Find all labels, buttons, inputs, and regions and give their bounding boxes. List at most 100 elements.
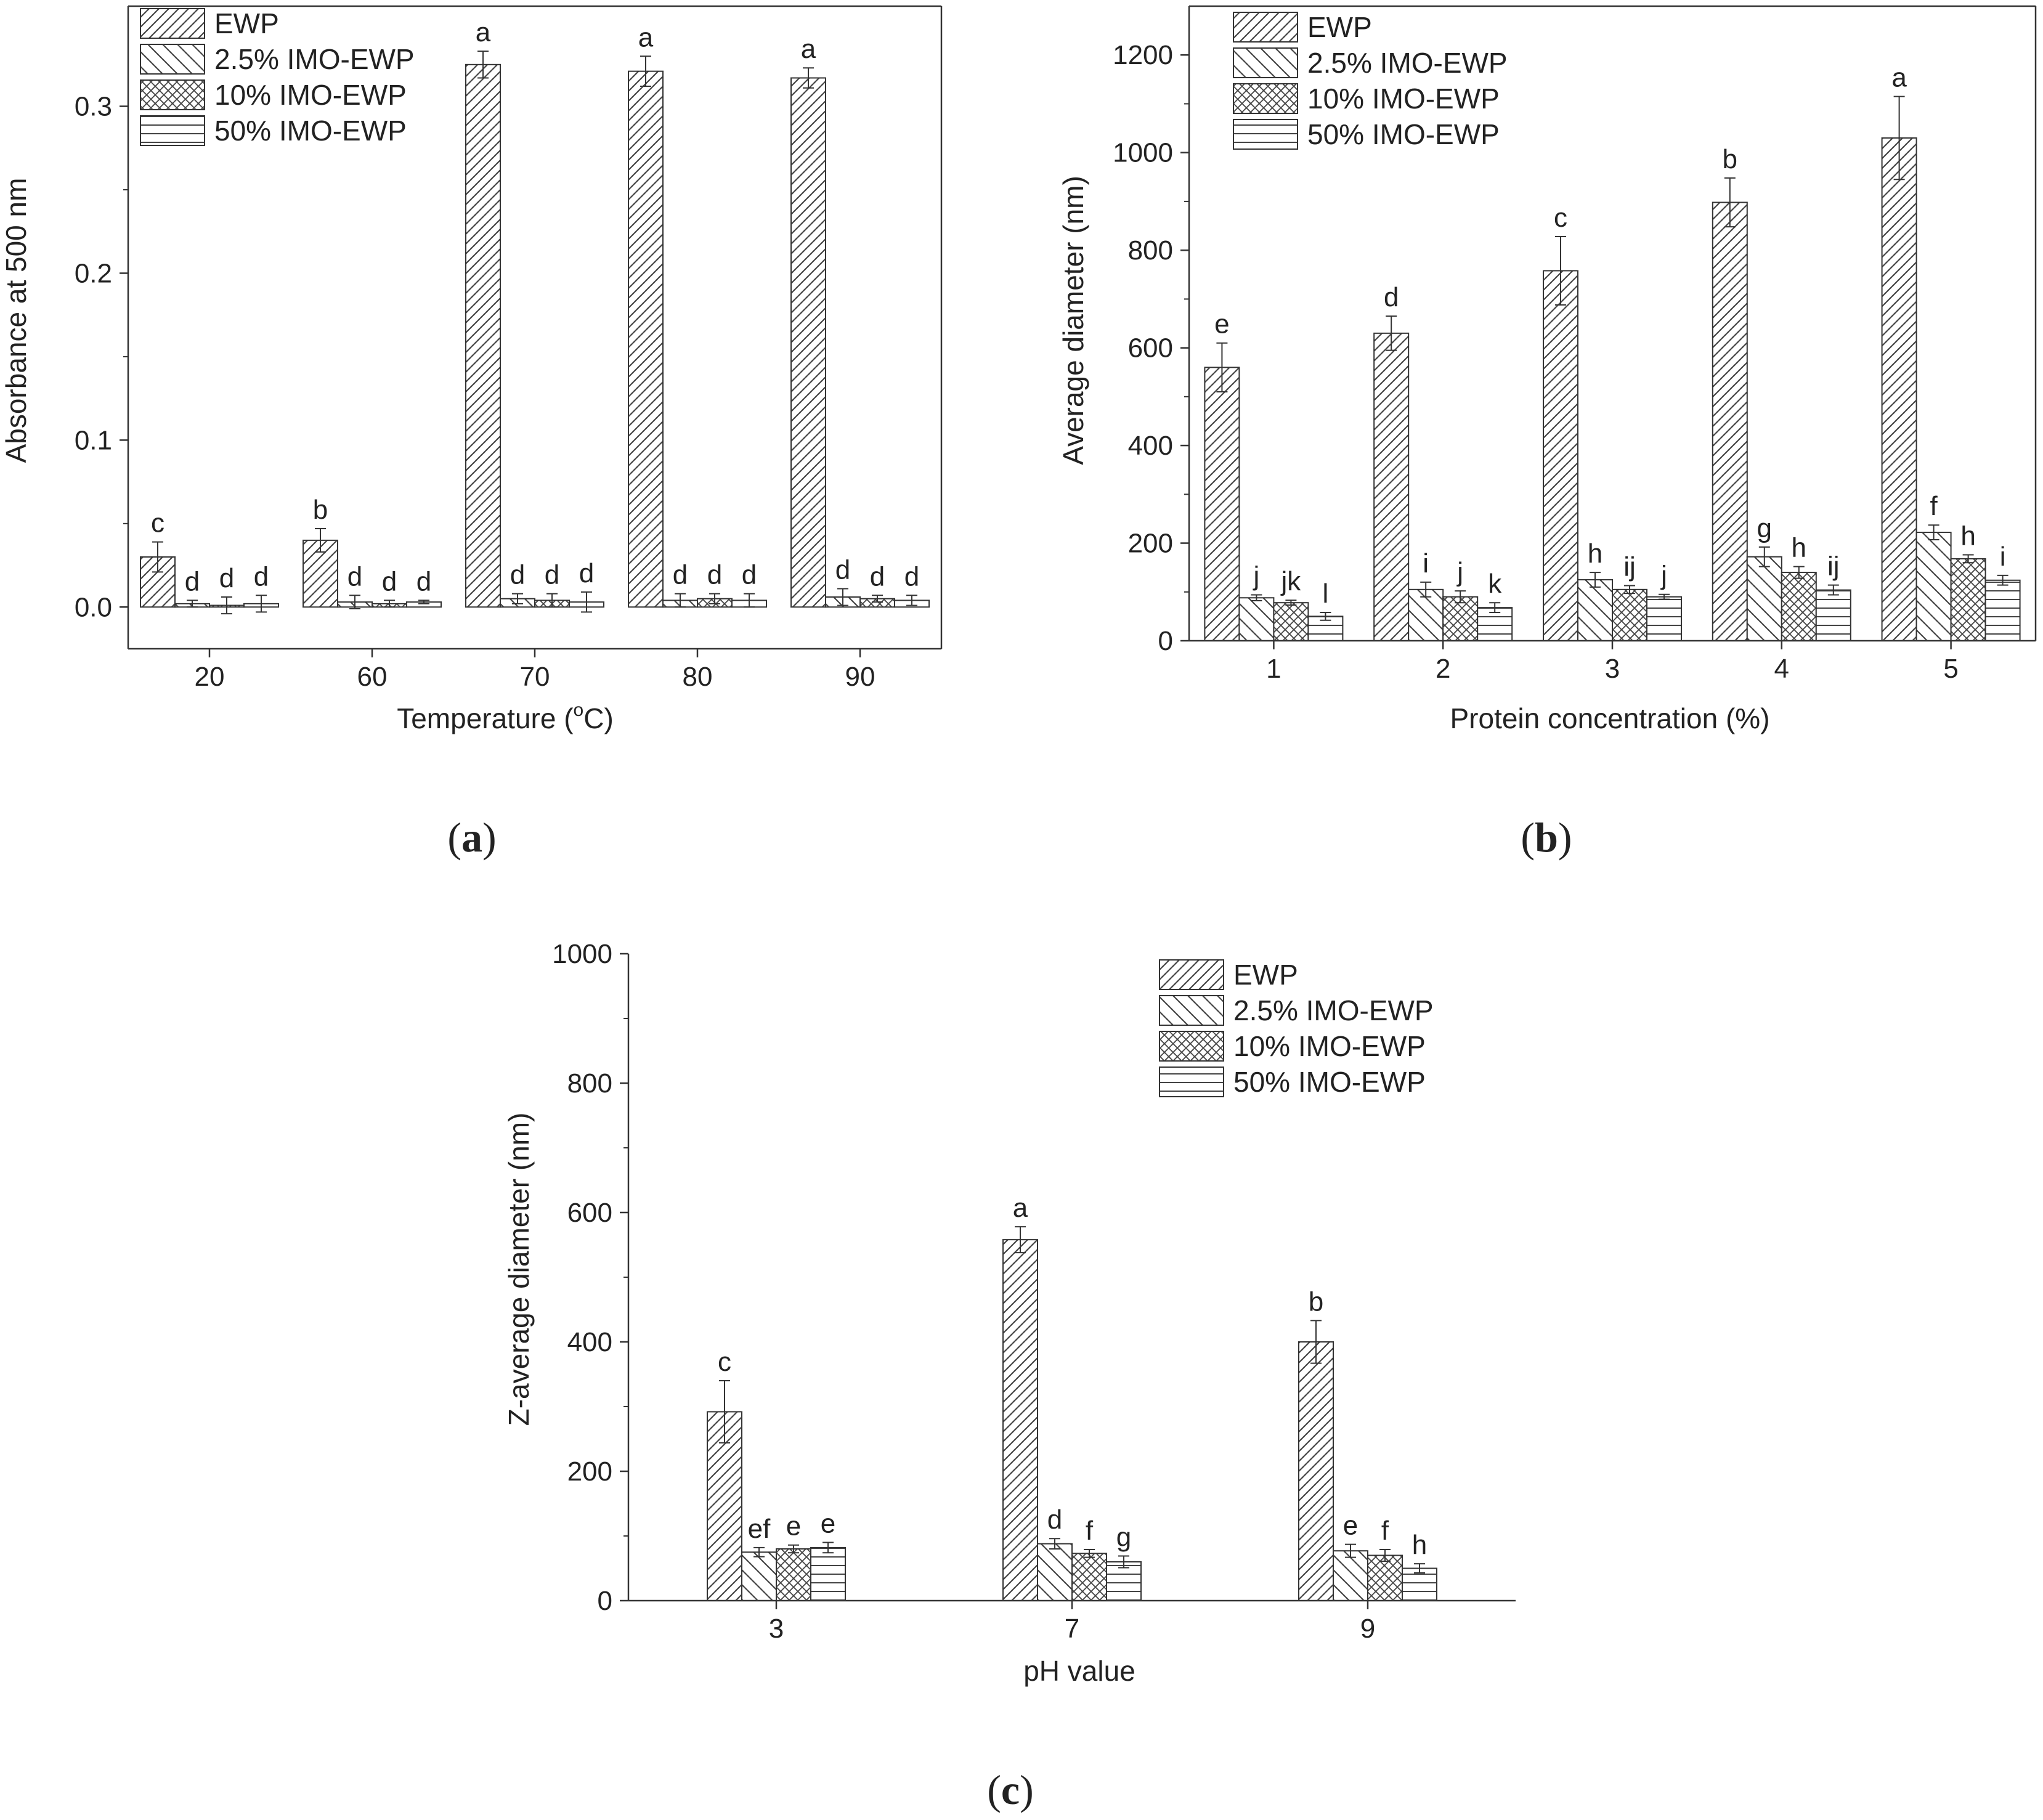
error-bar-b-2-s0 xyxy=(1386,315,1397,351)
sig-label-b-3-s3: j xyxy=(1660,561,1667,591)
error-bar-b-2-s1 xyxy=(1420,581,1432,598)
y-tick-label-b-6: 1200 xyxy=(1113,40,1173,70)
error-bar-c-3-s1 xyxy=(753,1546,765,1558)
legend-label-a-s3: 50% IMO-EWP xyxy=(214,115,407,147)
sig-label-c-9-s2: f xyxy=(1381,1516,1389,1546)
legend-swatch-c-s2 xyxy=(1159,1031,1224,1062)
error-bar-c-3-s0 xyxy=(719,1380,730,1444)
bar-b-2-s3 xyxy=(1477,607,1513,641)
bar-c-7-s0 xyxy=(1002,1239,1038,1601)
bar-b-1-s1 xyxy=(1238,597,1275,641)
error-bar-c-3-s3 xyxy=(822,1542,834,1554)
sig-label-b-5-s3: i xyxy=(2000,542,2006,572)
bar-b-4-s3 xyxy=(1815,589,1851,641)
sig-label-b-2-s3: k xyxy=(1488,569,1502,599)
x-tick-label-a-20: 20 xyxy=(195,662,225,692)
bar-c-9-s2 xyxy=(1367,1554,1403,1601)
legend-label-b-s0: EWP xyxy=(1307,11,1372,43)
bar-a-80-s0 xyxy=(628,70,664,608)
y-tick-label-c-0: 0 xyxy=(598,1586,612,1616)
sig-label-a-70-s3: d xyxy=(579,558,594,588)
error-bar-a-90-s3 xyxy=(906,595,917,606)
sig-label-a-60-s2: d xyxy=(382,566,397,596)
error-bar-b-1-s1 xyxy=(1251,594,1262,602)
error-bar-a-90-s0 xyxy=(803,67,814,89)
x-tick-label-a-80: 80 xyxy=(683,662,713,692)
legend-swatch-c-s0 xyxy=(1159,959,1224,990)
error-bar-a-60-s3 xyxy=(418,599,429,604)
sig-label-c-9-s3: h xyxy=(1412,1530,1427,1560)
bar-b-1-s0 xyxy=(1204,367,1240,641)
bar-c-9-s1 xyxy=(1333,1550,1368,1601)
legend-swatch-c-s3 xyxy=(1159,1066,1224,1097)
bar-b-4-s0 xyxy=(1712,201,1748,641)
error-bar-b-5-s2 xyxy=(1962,554,1974,564)
bars-a: cd d dbd d dad d dad d dad d d xyxy=(140,17,930,615)
sig-label-b-2-s2: j xyxy=(1456,557,1463,587)
ticks-c: 0 200 400 600 800 1000 3 7 9 xyxy=(552,939,1375,1644)
axes-b xyxy=(1188,5,2037,642)
y-tick-label-c-4: 800 xyxy=(567,1068,612,1099)
legend-swatch-c-s1 xyxy=(1159,995,1224,1026)
error-bar-a-80-s0 xyxy=(640,55,651,87)
x-tick-label-c-9: 9 xyxy=(1360,1614,1375,1644)
bar-b-3-s0 xyxy=(1543,270,1578,641)
error-bar-c-9-s1 xyxy=(1345,1543,1356,1558)
error-bar-b-5-s3 xyxy=(1997,574,2008,586)
error-bar-c-9-s2 xyxy=(1379,1549,1391,1562)
sig-label-a-60-s1: d xyxy=(347,561,362,591)
bar-b-5-s2 xyxy=(1950,558,1986,642)
sig-label-a-20-s3: d xyxy=(254,561,269,591)
panel-label-b: (b) xyxy=(1521,814,1572,861)
bar-c-7-s1 xyxy=(1037,1543,1073,1602)
y-tick-label-c-5: 1000 xyxy=(552,939,612,969)
error-bar-a-80-s2 xyxy=(709,593,720,604)
error-bar-b-4-s2 xyxy=(1793,566,1805,579)
y-axis-label-b: Average diameter (nm) xyxy=(1057,176,1089,465)
x-axis-label-b: Protein concentration (%) xyxy=(1450,702,1769,734)
legend-label-b-s3: 50% IMO-EWP xyxy=(1307,118,1500,150)
error-bar-b-5-s0 xyxy=(1893,95,1905,181)
sig-label-b-1-s3: l xyxy=(1323,579,1329,609)
sig-label-c-9-s0: b xyxy=(1309,1286,1323,1317)
error-bar-b-4-s0 xyxy=(1724,177,1736,228)
error-bar-b-2-s3 xyxy=(1489,602,1501,614)
sig-label-a-70-s0: a xyxy=(476,17,491,47)
bar-b-3-s3 xyxy=(1646,596,1682,642)
legend-label-a-s1: 2.5% IMO-EWP xyxy=(214,43,415,75)
sig-label-c-3-s3: e xyxy=(821,1509,835,1539)
bar-b-3-s1 xyxy=(1577,579,1613,642)
x-tick-label-b-1: 1 xyxy=(1266,654,1281,684)
sig-label-a-60-s0: b xyxy=(313,495,328,525)
sig-label-c-3-s1: ef xyxy=(748,1514,771,1544)
bar-c-9-s3 xyxy=(1402,1567,1437,1601)
error-bar-b-1-s0 xyxy=(1216,342,1228,392)
error-bar-a-70-s2 xyxy=(546,593,558,608)
sig-label-b-2-s1: i xyxy=(1423,548,1429,579)
x-tick-label-c-7: 7 xyxy=(1065,1614,1079,1644)
sig-label-a-80-s1: d xyxy=(673,560,688,590)
sig-label-c-7-s0: a xyxy=(1013,1193,1028,1223)
sig-label-c-9-s1: e xyxy=(1343,1511,1358,1541)
y-tick-label-b-2: 400 xyxy=(1128,431,1173,461)
x-tick-label-a-90: 90 xyxy=(845,662,875,692)
legend-swatch-b-s2 xyxy=(1233,83,1298,114)
y-tick-label-a-2: 0.2 xyxy=(75,258,112,288)
sig-label-c-3-s2: e xyxy=(786,1511,801,1542)
y-tick-label-c-1: 200 xyxy=(567,1456,612,1487)
sig-label-c-7-s3: g xyxy=(1116,1522,1131,1553)
sig-label-a-80-s2: d xyxy=(707,560,722,590)
y-tick-label-b-3: 600 xyxy=(1128,333,1173,364)
y-tick-label-a-1: 0.1 xyxy=(75,425,112,455)
legend-label-c-s2: 10% IMO-EWP xyxy=(1233,1030,1426,1062)
x-tick-label-b-5: 5 xyxy=(1943,654,1958,684)
error-bar-b-3-s1 xyxy=(1590,572,1601,588)
panel-label-c: (c) xyxy=(987,1766,1034,1813)
sig-label-c-3-s0: c xyxy=(718,1347,731,1377)
bar-b-4-s2 xyxy=(1781,572,1817,641)
bar-b-2-s1 xyxy=(1408,588,1444,641)
bar-b-5-s3 xyxy=(1984,579,2021,641)
y-tick-label-b-4: 800 xyxy=(1128,235,1173,266)
error-bar-a-20-s1 xyxy=(187,599,198,608)
